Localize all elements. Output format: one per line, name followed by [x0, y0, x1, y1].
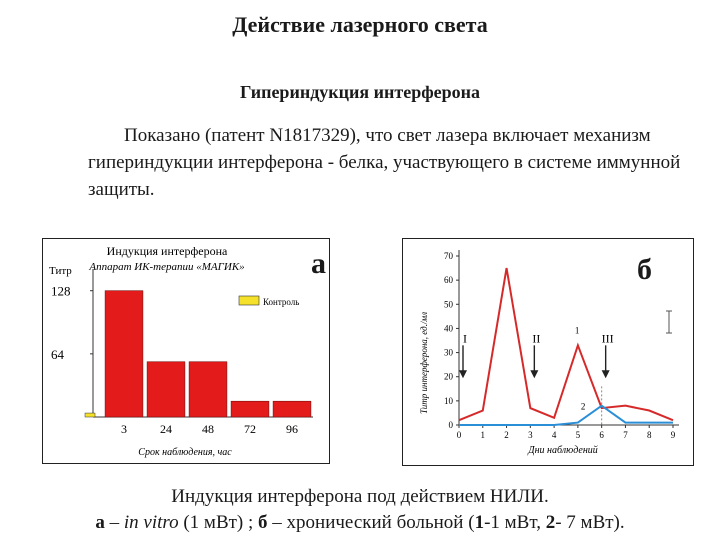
- arrow-head-icon: [530, 370, 539, 379]
- series-line-1: [458, 267, 674, 422]
- chart-a-y-tick-label: 128: [51, 284, 71, 299]
- chart-panel-b: Титр интерферона, ед./мл Дни наблюдений …: [402, 238, 694, 466]
- chart-b-y-tick-label: 50: [444, 299, 454, 309]
- bar: [272, 400, 312, 418]
- chart-b-x-tick-label: 5: [576, 430, 581, 440]
- panel-b-letter: б: [637, 253, 652, 286]
- arrow-label-II: II: [532, 331, 540, 345]
- arrow-label-III: III: [602, 331, 614, 345]
- chart-a-title: Индукция интерферона: [107, 244, 228, 258]
- caption-a-letter: а: [95, 512, 105, 533]
- chart-b-x-tick-label: 3: [528, 430, 533, 440]
- caption-line-2: а – in vitro (1 мВт) ; б – хронический б…: [0, 510, 720, 536]
- chart-b-x-tick-label: 6: [599, 430, 604, 440]
- page-subtitle: Гипериндукция интерферона: [239, 82, 481, 102]
- legend-swatch-control: [238, 295, 260, 306]
- chart-a-y-tick-label: 64: [51, 347, 65, 362]
- intro-paragraph: Показано (патент N1817329), что свет лаз…: [88, 122, 698, 203]
- chart-b-y-tick-label: 30: [444, 348, 454, 358]
- chart-b-x-tick-label: 1: [481, 430, 486, 440]
- caption-a-suffix: (1 мВт) ;: [178, 512, 259, 533]
- curve-label-2: 2: [581, 401, 586, 411]
- panel-a-letter: а: [311, 247, 326, 280]
- chart-a-subtitle: Аппарат ИК-терапии «МАГИК»: [88, 261, 244, 273]
- caption-b-prefix: – хронический больной (: [267, 512, 475, 533]
- chart-b-x-tick-label: 8: [647, 430, 652, 440]
- caption-b-letter: б: [258, 512, 268, 533]
- chart-b-x-tick-label: 4: [552, 430, 557, 440]
- series-line-2: [459, 404, 673, 426]
- control-bar: [84, 412, 96, 418]
- chart-b-y-tick-label: 60: [444, 275, 454, 285]
- chart-b-y-tick-label: 0: [449, 420, 454, 430]
- legend-label-control: Контроль: [263, 297, 299, 307]
- arrow-label-I: I: [463, 331, 467, 345]
- chart-a-x-tick-label: 96: [286, 422, 298, 436]
- chart-panel-a: Индукция интерферона Аппарат ИК-терапии …: [42, 238, 330, 464]
- page-title: Действие лазерного света: [232, 12, 488, 37]
- chart-b-x-tick-label: 2: [504, 430, 509, 440]
- chart-b-y-tick-label: 20: [444, 372, 454, 382]
- chart-a-x-tick-label: 48: [202, 422, 214, 436]
- bar: [230, 400, 270, 418]
- intro-paragraph-text: Показано (патент N1817329), что свет лаз…: [88, 125, 681, 200]
- caption-b-mid: -1 мВт,: [484, 512, 546, 533]
- caption-in-vitro: in vitro: [123, 512, 179, 533]
- chart-a-x-tick-label: 24: [160, 422, 172, 436]
- arrow-head-icon: [601, 370, 610, 379]
- bar: [188, 361, 228, 418]
- chart-a-x-tick-label: 72: [244, 422, 256, 436]
- chart-b-xlabel: Дни наблюдений: [527, 445, 598, 456]
- line-chart-b: Титр интерферона, ед./мл Дни наблюдений …: [419, 250, 679, 456]
- chart-b-y-tick-label: 10: [444, 396, 454, 406]
- figure-caption: Индукция интерферона под действием НИЛИ.…: [0, 484, 720, 536]
- caption-line-1: Индукция интерферона под действием НИЛИ.: [171, 486, 549, 507]
- chart-a-xlabel: Срок наблюдения, час: [138, 447, 232, 458]
- chart-b-x-tick-label: 0: [457, 430, 462, 440]
- bar-chart-a: Индукция интерферона Аппарат ИК-терапии …: [49, 244, 313, 458]
- caption-a-prefix: –: [104, 512, 124, 533]
- chart-a-ylabel: Титр: [49, 265, 72, 277]
- chart-b-y-tick-label: 70: [444, 251, 454, 261]
- arrow-head-icon: [459, 370, 467, 379]
- chart-b-y-tick-label: 40: [444, 323, 454, 333]
- chart-a-x-tick-label: 3: [121, 422, 127, 436]
- bar: [104, 290, 144, 418]
- chart-b-x-tick-label: 7: [623, 430, 628, 440]
- bracket-marker: [666, 310, 672, 334]
- caption-b-2: 2: [545, 512, 556, 533]
- caption-b-1: 1: [474, 512, 485, 533]
- caption-b-end: - 7 мВт).: [555, 512, 625, 533]
- curve-label-1: 1: [575, 325, 580, 335]
- bar: [146, 361, 186, 418]
- chart-b-ylabel: Титр интерферона, ед./мл: [419, 312, 429, 414]
- chart-b-x-tick-label: 9: [671, 430, 676, 440]
